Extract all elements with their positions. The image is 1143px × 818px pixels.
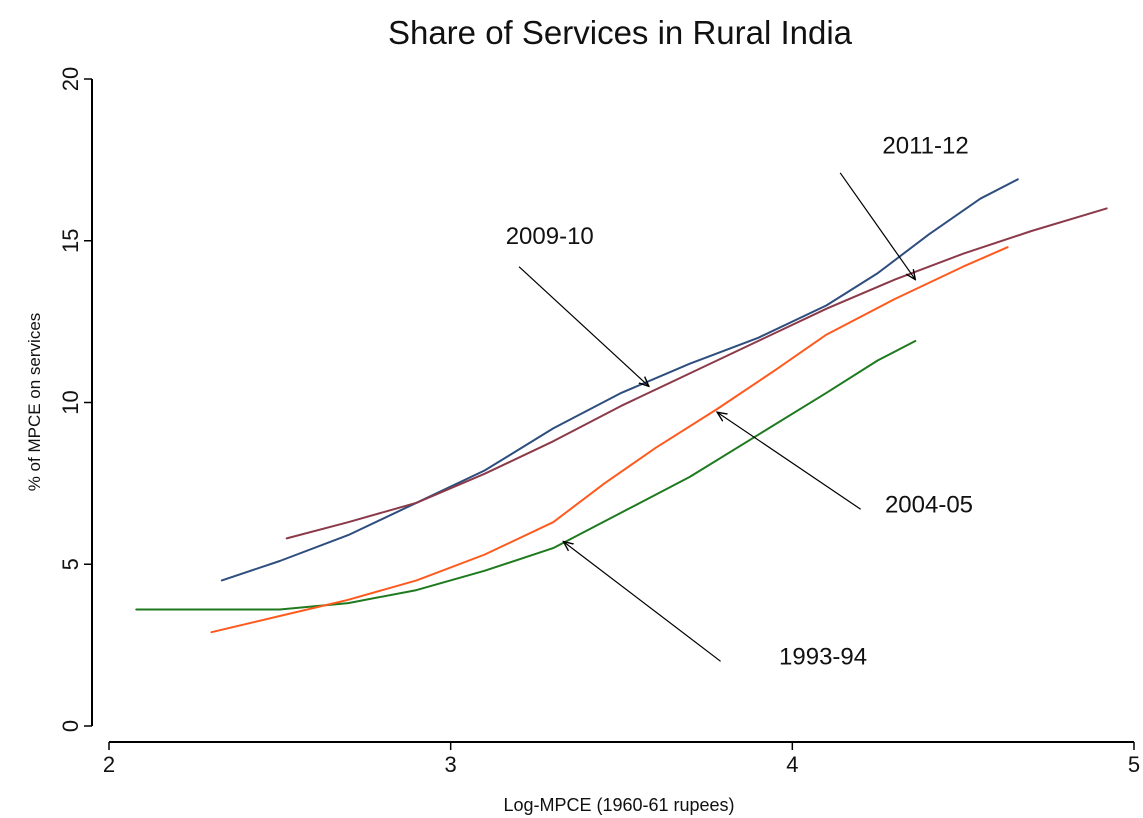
- y-tick-label: 15: [58, 229, 83, 253]
- axes: 0 5 10 15 20 2 3 4 5: [58, 67, 1140, 777]
- annotation-label-2004-05: 2004-05: [885, 491, 973, 518]
- annotation-label-1993-94: 1993-94: [779, 644, 867, 671]
- x-tick-label: 3: [445, 752, 457, 777]
- annotation-arrow-1993-94: [563, 542, 721, 662]
- series-layer: [135, 178, 1108, 634]
- annotation-label-2011-12: 2011-12: [882, 132, 968, 159]
- annotation-arrow-2004-05: [717, 412, 862, 510]
- series-line-2009-10: [220, 178, 1019, 582]
- x-axis-label: Log-MPCE (1960-61 rupees): [503, 795, 734, 815]
- x-tick-label: 2: [103, 752, 115, 777]
- y-tick-label: 10: [58, 390, 83, 414]
- y-tick-label: 5: [58, 558, 83, 570]
- y-tick-label: 0: [58, 720, 83, 732]
- y-axis-label: % of MPCE on services: [25, 313, 44, 492]
- series-line-2004-05: [210, 246, 1009, 634]
- series-line-2011-12: [285, 207, 1108, 540]
- y-tick-label: 20: [58, 67, 83, 91]
- annotation-layer: 2011-12 2009-10 2004-05 1993-94: [506, 132, 973, 670]
- chart-title: Share of Services in Rural India: [388, 14, 853, 51]
- series-line-1993-94: [135, 340, 917, 611]
- annotation-label-2009-10: 2009-10: [506, 223, 594, 250]
- x-tick-label: 5: [1128, 752, 1140, 777]
- annotation-arrow-2009-10: [518, 266, 649, 387]
- annotation-arrow-2011-12: [839, 172, 915, 280]
- x-tick-label: 4: [786, 752, 798, 777]
